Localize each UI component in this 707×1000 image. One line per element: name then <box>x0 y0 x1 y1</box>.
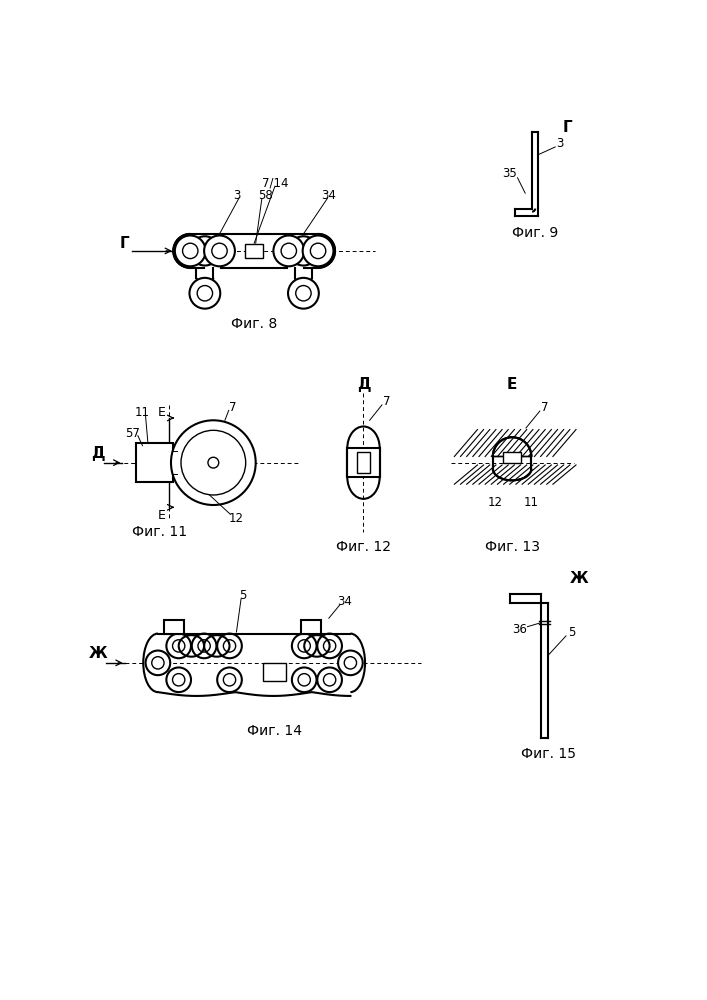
Text: 7: 7 <box>229 401 236 414</box>
Text: 34: 34 <box>322 189 337 202</box>
Circle shape <box>192 634 216 658</box>
Bar <box>264 663 286 681</box>
Text: 7: 7 <box>541 401 548 414</box>
Text: 35: 35 <box>503 167 517 180</box>
Text: Фиг. 9: Фиг. 9 <box>512 226 559 240</box>
Bar <box>356 452 370 473</box>
Circle shape <box>166 667 191 692</box>
Text: 57: 57 <box>125 427 140 440</box>
Text: Д: Д <box>91 446 105 461</box>
Text: Г: Г <box>563 120 573 135</box>
Circle shape <box>292 634 317 658</box>
Text: 36: 36 <box>513 623 527 636</box>
Bar <box>173 234 335 268</box>
Circle shape <box>189 278 221 309</box>
Bar <box>347 448 380 477</box>
Circle shape <box>166 634 191 658</box>
Text: 12: 12 <box>229 512 244 525</box>
Text: 7: 7 <box>383 395 390 408</box>
Text: Фиг. 13: Фиг. 13 <box>484 540 539 554</box>
Circle shape <box>317 667 342 692</box>
Text: Ж: Ж <box>88 646 107 661</box>
Circle shape <box>204 235 235 266</box>
Text: Г: Г <box>119 236 129 251</box>
Circle shape <box>303 235 334 266</box>
Bar <box>301 620 321 634</box>
Bar <box>136 443 173 482</box>
Circle shape <box>217 634 242 658</box>
Text: Фиг. 15: Фиг. 15 <box>521 747 575 761</box>
Text: 11: 11 <box>524 496 539 509</box>
Text: 11: 11 <box>135 406 150 419</box>
Text: Д: Д <box>357 377 370 392</box>
Circle shape <box>317 634 342 658</box>
Bar <box>503 452 521 463</box>
Circle shape <box>288 278 319 309</box>
Circle shape <box>175 235 206 266</box>
Circle shape <box>146 651 170 675</box>
Text: Е: Е <box>158 406 165 419</box>
Circle shape <box>171 420 256 505</box>
Circle shape <box>338 651 363 675</box>
Text: Е: Е <box>507 377 518 392</box>
Text: 12: 12 <box>488 496 503 509</box>
Text: 5: 5 <box>568 626 575 639</box>
Text: Ж: Ж <box>570 571 588 586</box>
Text: 34: 34 <box>337 595 351 608</box>
Text: 3: 3 <box>556 137 563 150</box>
Text: 58: 58 <box>258 189 273 202</box>
Bar <box>245 244 264 258</box>
Circle shape <box>274 235 304 266</box>
Text: Е: Е <box>158 509 165 522</box>
Text: 7/14: 7/14 <box>262 177 288 190</box>
Text: Фиг. 8: Фиг. 8 <box>231 317 277 331</box>
Text: 3: 3 <box>233 189 240 202</box>
Text: Фиг. 14: Фиг. 14 <box>247 724 303 738</box>
Circle shape <box>292 667 317 692</box>
Text: Фиг. 12: Фиг. 12 <box>336 540 391 554</box>
Text: 5: 5 <box>239 589 246 602</box>
Bar <box>164 620 184 634</box>
Text: Фиг. 11: Фиг. 11 <box>132 525 187 539</box>
Circle shape <box>217 667 242 692</box>
